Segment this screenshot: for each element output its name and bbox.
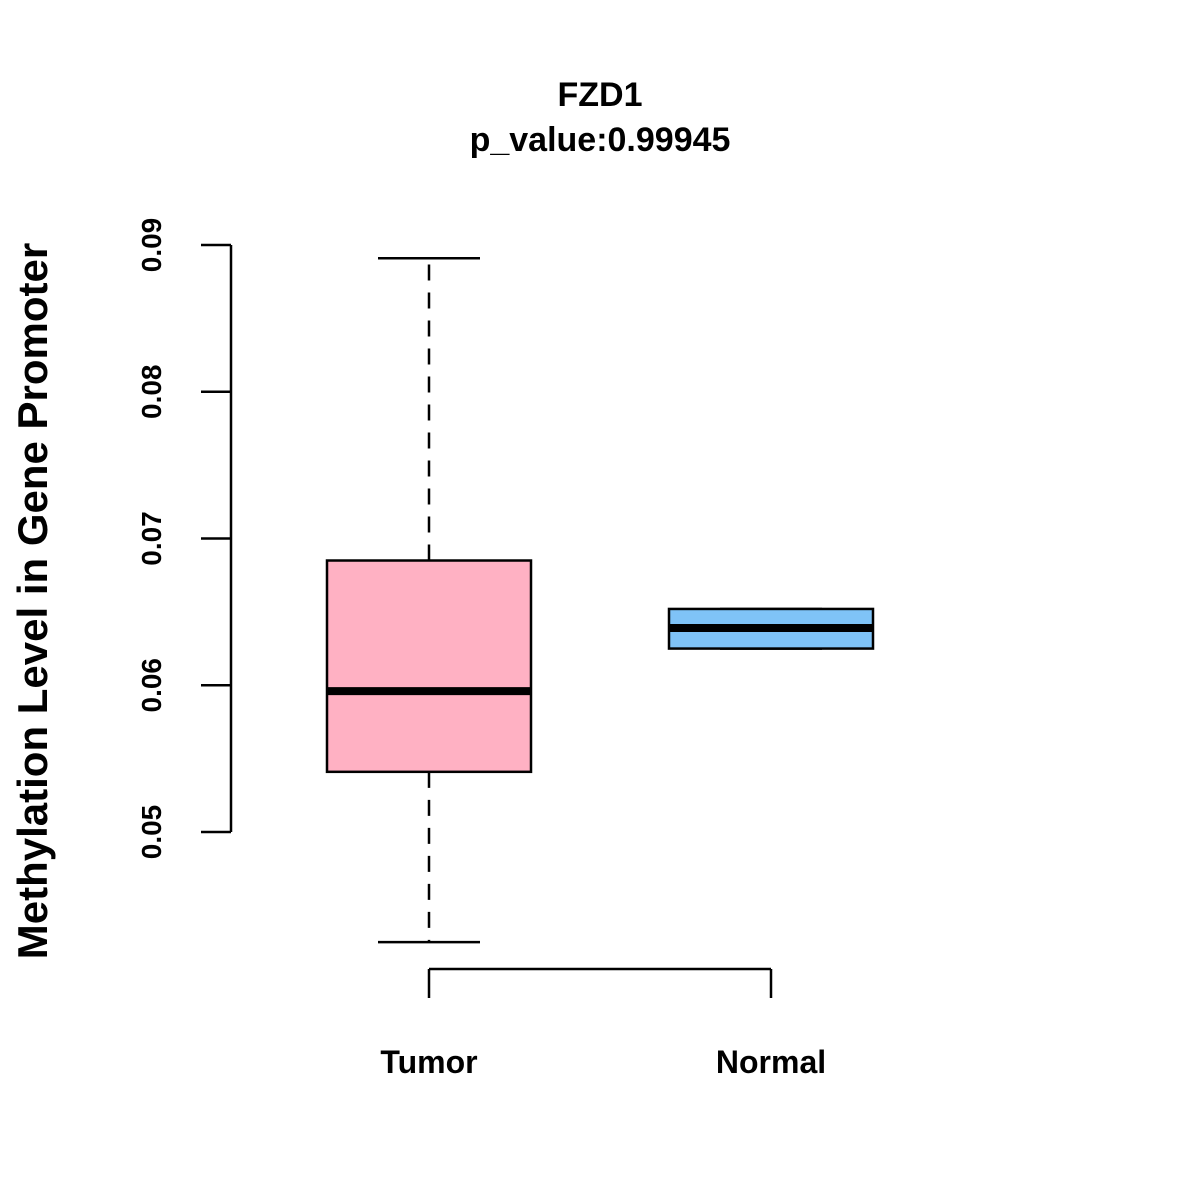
y-tick-label: 0.07 xyxy=(136,511,167,566)
y-tick-label: 0.09 xyxy=(136,218,167,273)
y-axis: 0.05 0.06 0.07 0.08 0.09 xyxy=(136,218,233,860)
box-normal xyxy=(667,607,875,650)
y-tick-label: 0.08 xyxy=(136,365,167,420)
x-tick-label: Normal xyxy=(716,1044,826,1080)
y-axis-label: Methylation Level in Gene Promoter xyxy=(9,243,56,959)
x-axis: Tumor Normal xyxy=(380,967,826,1080)
boxes xyxy=(325,256,875,944)
y-tick-label: 0.05 xyxy=(136,805,167,860)
iqr-box xyxy=(325,559,533,774)
box-tumor xyxy=(325,256,533,944)
chart-subtitle: p_value:0.99945 xyxy=(470,121,731,159)
y-tick-label: 0.06 xyxy=(136,658,167,713)
x-tick-label: Tumor xyxy=(380,1044,477,1080)
chart-title: FZD1 xyxy=(558,76,643,114)
